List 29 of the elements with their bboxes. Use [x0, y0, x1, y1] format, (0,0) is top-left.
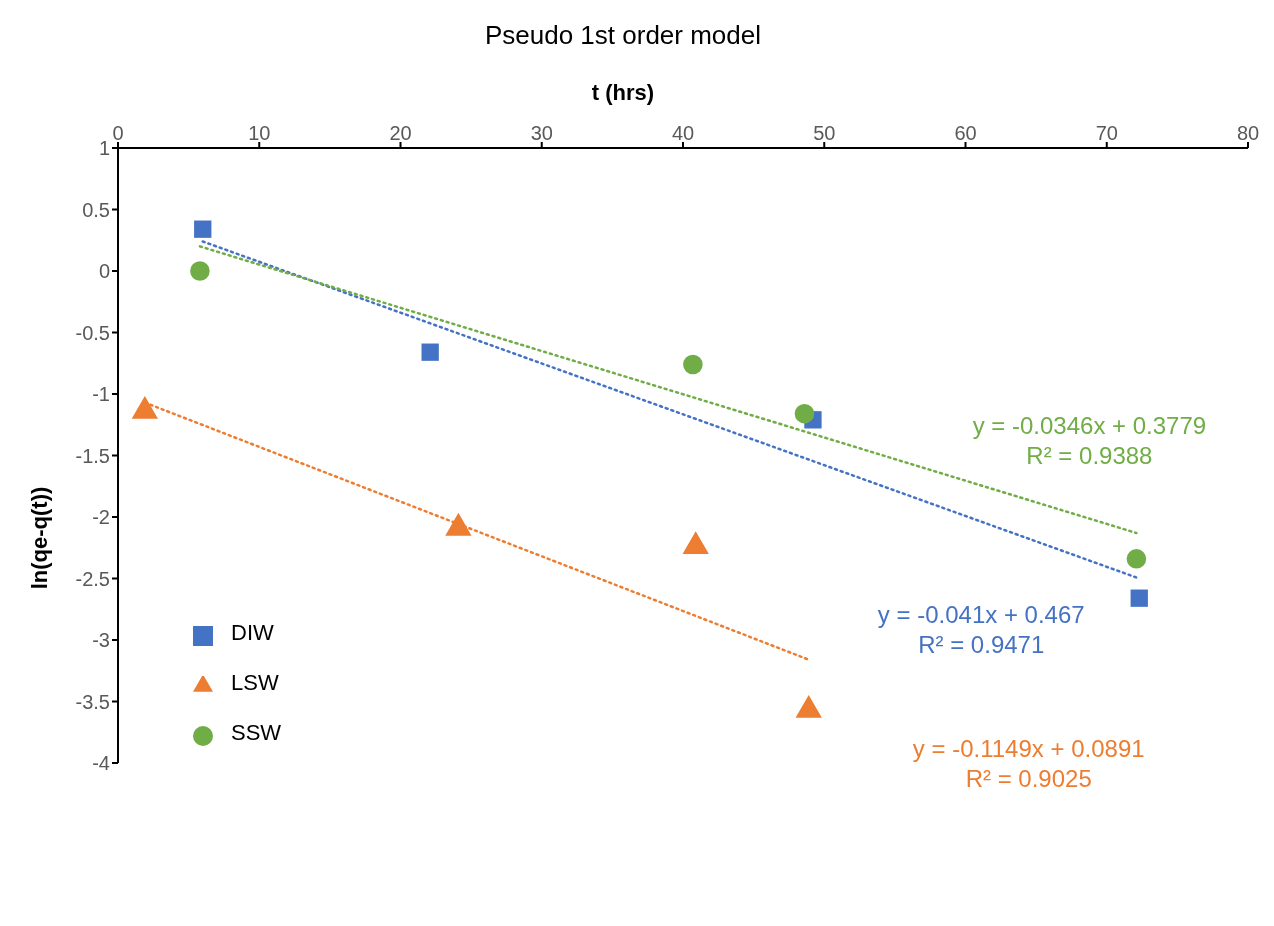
x-tick-label: 70: [1095, 122, 1118, 144]
y-tick-label: -2.5: [75, 567, 110, 590]
y-tick-label: -4: [92, 752, 110, 775]
y-tick-label: 0: [98, 260, 110, 283]
x-tick-label: 50: [813, 122, 836, 144]
y-tick-label: -1.5: [75, 444, 110, 467]
x-tick-label: 20: [389, 122, 412, 144]
x-tick-label: 10: [248, 122, 271, 144]
x-tick-label: 60: [954, 122, 977, 144]
legend-label: DIW: [231, 620, 274, 645]
annotation: y = -0.041x + 0.467 R² = 0.9471: [877, 600, 1085, 658]
y-tick-label: -3.5: [75, 690, 110, 713]
chart-title: Pseudo 1st order model: [483, 20, 762, 51]
legend-label: LSW: [231, 670, 279, 695]
y-tick-label: 1: [98, 137, 110, 160]
x-tick-label: 30: [530, 122, 553, 144]
y-tick-label: -3: [92, 629, 110, 652]
y-tick-label: 0.5: [82, 198, 110, 221]
annotation: y = -0.0346x + 0.3779 R² = 0.9388: [972, 412, 1207, 470]
y-axis-title: ln(qe-q(t)): [27, 486, 53, 590]
x-tick-label: 0: [112, 122, 124, 144]
y-tick-label: -0.5: [75, 321, 110, 344]
annotation: y = -0.1149x + 0.0891 R² = 0.9025: [912, 735, 1145, 793]
y-tick-label: -1: [92, 383, 110, 406]
y-tick-label: -2: [92, 506, 110, 529]
x-tick-label: 40: [671, 122, 695, 144]
x-axis-title: t (hrs): [590, 80, 656, 106]
x-tick-label: 80: [1236, 122, 1260, 144]
legend-label: SSW: [231, 720, 282, 745]
